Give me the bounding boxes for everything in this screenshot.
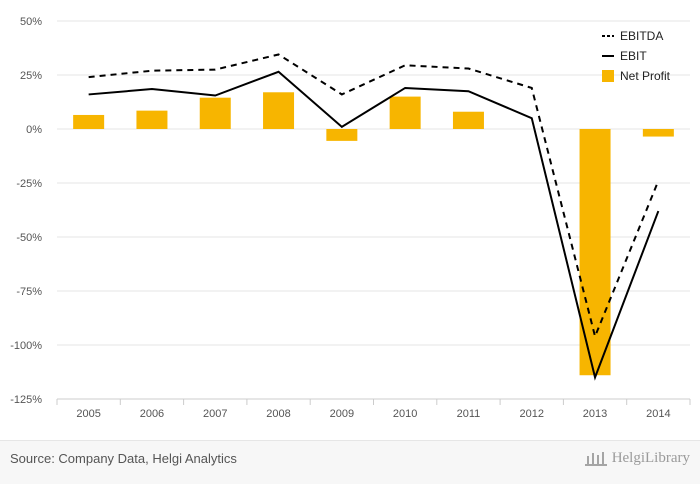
x-tick-label: 2006 [140,408,164,420]
legend-swatch-net-profit [602,70,614,82]
x-tick-label: 2008 [266,408,290,420]
y-tick-label: -75% [16,286,42,298]
y-tick-label: -125% [10,394,42,406]
line-ebit [88,70,660,381]
bar-net-profit [73,114,105,129]
logo-text: HelgiLibrary [611,449,690,466]
x-tick-label: 2011 [457,408,481,420]
y-tick-label: -50% [16,232,42,244]
x-tick-label: 2009 [330,408,354,420]
x-tick-label: 2012 [520,408,544,420]
x-tick-label: 2007 [203,408,227,420]
x-tick-label: 2013 [583,408,607,420]
y-tick-label: 25% [20,70,42,82]
bar-net-profit [326,129,358,141]
chart-canvas: 50%25%0%-25%-50%-75%-100%-125% 2005 2006 2… [10,16,691,420]
x-tick-label: 2005 [76,408,100,420]
y-tick-label: -25% [16,178,42,190]
line-ebitda [88,53,660,340]
bar-net-profit [199,97,231,129]
legend-label-ebit: EBIT [620,49,647,63]
y-tick-label: -100% [10,340,42,352]
bar-net-profit [642,129,674,137]
bar-net-profit [263,92,295,129]
bar-net-profit [136,110,168,129]
helgi-library-logo: HelgiLibrary [584,449,690,467]
x-tick-label: 2010 [393,408,417,420]
bar-net-profit [452,111,484,129]
x-tick-label: 2014 [646,408,670,420]
bar-net-profit [579,129,611,376]
legend: EBITDA EBIT Net Profit [602,29,671,83]
legend-label-net-profit: Net Profit [620,69,671,83]
y-axis: 50% 25% 0% -25% -50% -75% -100% -125% [10,16,42,406]
chart-footer: Source: Company Data, Helgi Analytics He… [0,440,700,484]
source-note: Source: Company Data, Helgi Analytics [10,451,237,466]
y-tick-label: 0% [26,124,42,136]
library-building-icon [584,452,607,466]
x-axis: 2005 2006 2007 2008 2009 2010 2011 2012 2013 2014 [56,398,691,420]
lines-group [88,53,660,381]
legend-label-ebitda: EBITDA [620,29,663,43]
bar-net-profit [389,96,421,129]
y-tick-label: 50% [20,16,42,28]
